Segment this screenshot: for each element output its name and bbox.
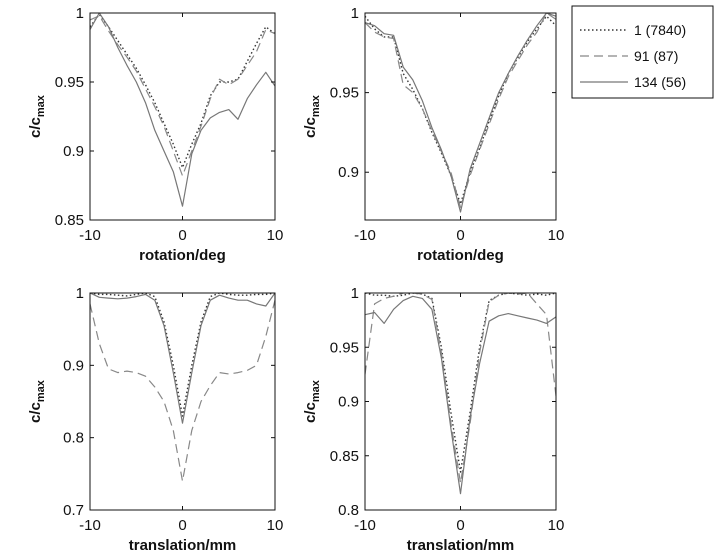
legend-entry-label: 1 (7840) xyxy=(634,22,686,38)
y-tick-label: 0.9 xyxy=(63,357,84,374)
y-axis-label: c/cmax xyxy=(27,94,47,138)
series-line-2 xyxy=(365,13,556,208)
y-axis-label-main: c/c xyxy=(27,402,44,423)
legend: 1 (7840) 91 (87) 134 (56) xyxy=(571,5,714,99)
series-line-3 xyxy=(365,295,556,495)
series-line-1 xyxy=(365,293,556,473)
y-axis-label: c/cmax xyxy=(302,94,322,138)
y-tick-label: 1 xyxy=(76,285,84,302)
x-axis-label: translation/mm xyxy=(129,537,237,553)
x-tick-label: -10 xyxy=(354,517,376,534)
y-axis-label-subscript: max xyxy=(35,379,47,402)
y-tick-label: 0.95 xyxy=(330,339,359,356)
y-tick-label: 0.9 xyxy=(63,143,84,160)
y-tick-label: 1 xyxy=(351,5,359,22)
x-tick-label: 10 xyxy=(548,517,565,534)
y-axis-label-subscript: max xyxy=(310,94,322,117)
chart-panel-3: -10 0 10 0.7 0.8 0.9 1 translation/mm c/cmax xyxy=(27,285,283,553)
y-axis-label-subscript: max xyxy=(35,94,47,117)
y-axis-label-main: c/c xyxy=(302,117,319,138)
chart-panel-4: -10 0 10 0.8 0.85 0.9 0.95 1 translation/mm c/cma… xyxy=(302,285,564,553)
y-axis-label: c/cmax xyxy=(302,379,322,423)
x-tick-label: 0 xyxy=(178,227,186,244)
chart-panel-2: -10 0 10 0.9 0.95 1 rotation/deg c/cmax xyxy=(302,5,564,264)
series-line-2 xyxy=(90,300,275,482)
y-tick-label: 1 xyxy=(76,5,84,22)
x-tick-label: -10 xyxy=(79,227,101,244)
legend-entry-label: 134 (56) xyxy=(634,74,686,90)
y-tick-label: 0.95 xyxy=(55,74,84,91)
y-tick-label: 0.9 xyxy=(338,164,359,181)
x-tick-label: -10 xyxy=(79,517,101,534)
y-tick-label: 0.9 xyxy=(338,394,359,411)
y-tick-label: 1 xyxy=(351,285,359,302)
chart-panel-1: -10 0 10 0.85 0.9 0.95 1 rotation/deg c/cmax xyxy=(27,5,283,264)
x-tick-label: -10 xyxy=(354,227,376,244)
y-axis-label-subscript: max xyxy=(310,379,322,402)
x-tick-label: 0 xyxy=(456,227,464,244)
legend-box xyxy=(571,5,714,99)
y-tick-label: 0.85 xyxy=(330,448,359,465)
series-line-3 xyxy=(365,13,556,213)
y-tick-label: 0.95 xyxy=(330,85,359,102)
legend-entry-label: 91 (87) xyxy=(634,48,678,64)
y-tick-label: 0.85 xyxy=(55,212,84,229)
series-line-1 xyxy=(90,293,275,417)
y-tick-label: 0.8 xyxy=(338,502,359,519)
series-line-3 xyxy=(90,13,275,207)
axes-frame xyxy=(364,292,557,511)
series-line-3 xyxy=(90,293,275,424)
series-line-2 xyxy=(365,293,556,484)
x-tick-label: 10 xyxy=(548,227,565,244)
series-line-1 xyxy=(90,13,275,169)
y-tick-label: 0.8 xyxy=(63,430,84,447)
x-tick-label: 0 xyxy=(178,517,186,534)
x-tick-label: 0 xyxy=(456,517,464,534)
series-line-2 xyxy=(90,15,275,177)
y-axis-label-main: c/c xyxy=(27,117,44,138)
x-tick-label: 10 xyxy=(267,517,284,534)
x-axis-label: rotation/deg xyxy=(139,247,226,264)
y-axis-label-main: c/c xyxy=(302,402,319,423)
axes-frame xyxy=(89,292,276,511)
y-axis-label: c/cmax xyxy=(27,379,47,423)
series-line-1 xyxy=(365,15,556,205)
x-tick-label: 10 xyxy=(267,227,284,244)
x-axis-label: translation/mm xyxy=(407,537,515,553)
x-axis-label: rotation/deg xyxy=(417,247,504,264)
y-tick-label: 0.7 xyxy=(63,502,84,519)
